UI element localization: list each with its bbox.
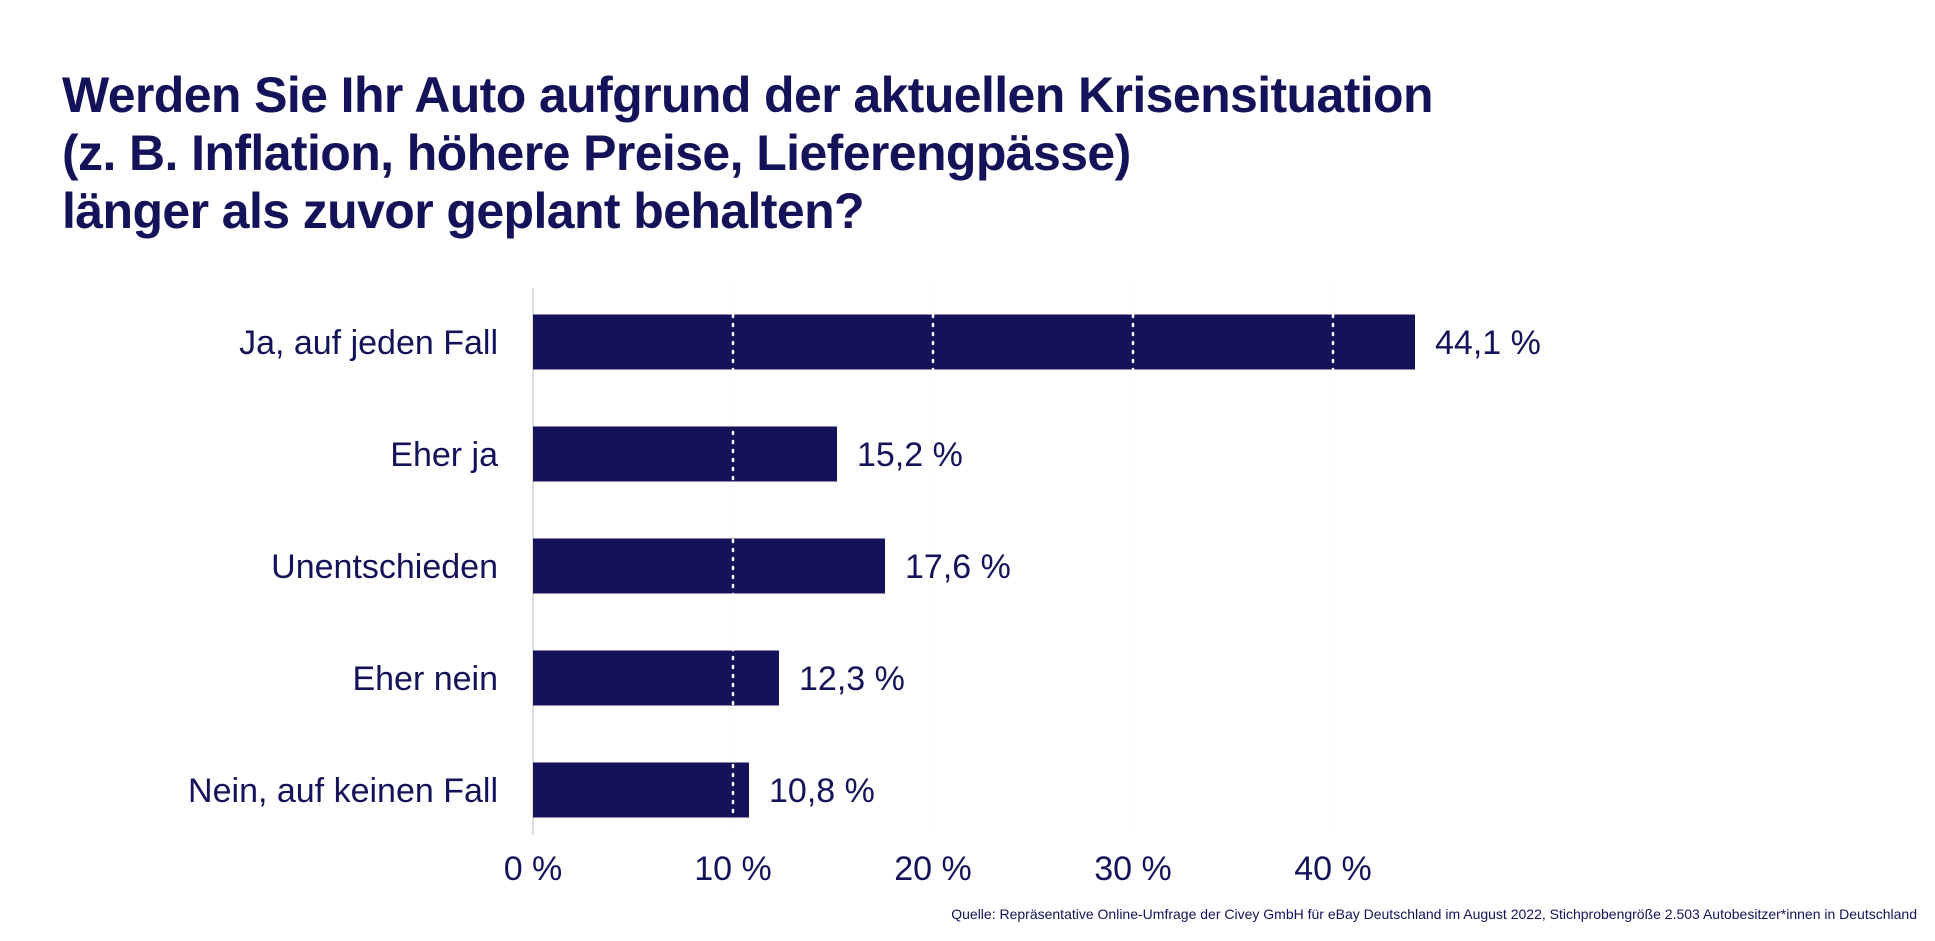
bar <box>533 426 837 482</box>
bar <box>533 314 1415 370</box>
category-label: Ja, auf jeden Fall <box>239 324 498 362</box>
chart-title-line-2: (z. B. Inflation, höhere Preise, Liefere… <box>62 125 1131 181</box>
labels-layer: 0 % 10 % 20 % 30 % 40 % Ja, auf jeden Fall 44,… <box>188 324 1541 888</box>
data-label: 15,2 % <box>857 436 963 474</box>
bars-layer <box>533 314 1415 818</box>
category-label: Eher ja <box>390 436 498 474</box>
category-label: Eher nein <box>352 660 498 698</box>
x-tick-label: 30 % <box>1094 850 1172 888</box>
source-note: Quelle: Repräsentative Online-Umfrage de… <box>951 906 1917 922</box>
gridline-overlay-layer <box>731 286 1335 837</box>
x-tick-label: 10 % <box>694 850 772 888</box>
chart-title: Werden Sie Ihr Auto aufgrund der aktuell… <box>62 66 1434 240</box>
data-label: 12,3 % <box>799 660 905 698</box>
bar <box>533 762 749 818</box>
x-tick-label: 0 % <box>504 850 563 888</box>
data-label: 44,1 % <box>1435 324 1541 362</box>
x-tick-label: 40 % <box>1294 850 1372 888</box>
data-label: 10,8 % <box>769 772 875 810</box>
bar <box>533 650 779 706</box>
data-label: 17,6 % <box>905 548 1011 586</box>
category-label: Nein, auf keinen Fall <box>188 772 498 810</box>
chart-title-line-3: länger als zuvor geplant behalten? <box>62 183 865 239</box>
chart-title-line-1: Werden Sie Ihr Auto aufgrund der aktuell… <box>62 67 1434 123</box>
bar <box>533 538 885 594</box>
x-tick-label: 20 % <box>894 850 972 888</box>
category-label: Unentschieden <box>271 548 498 586</box>
